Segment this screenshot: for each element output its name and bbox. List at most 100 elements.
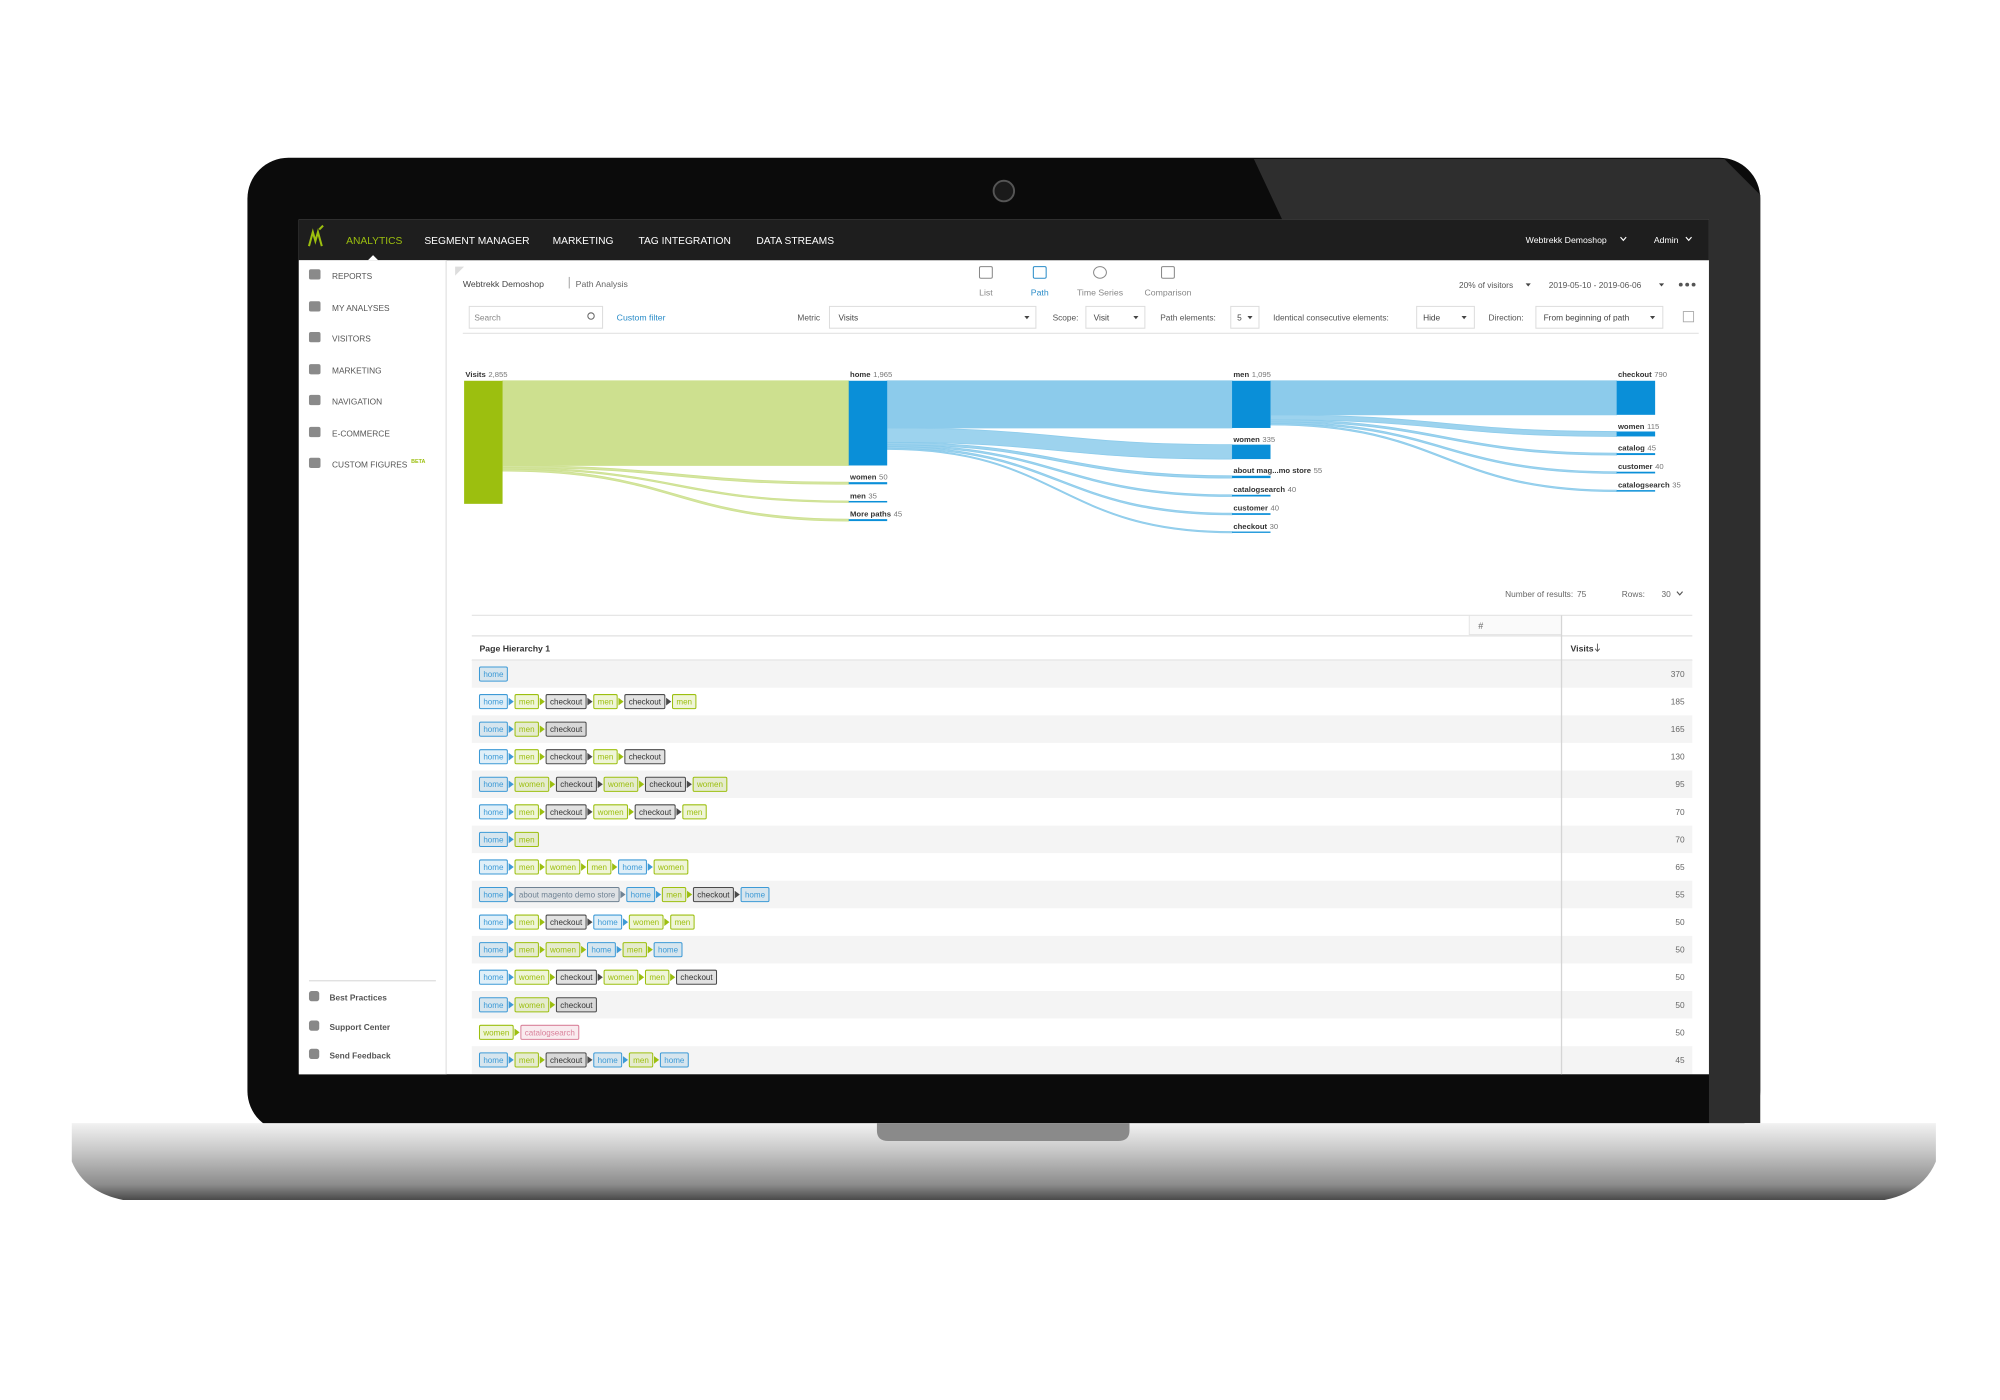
path-tag (618, 859, 647, 875)
path-tag (593, 914, 623, 930)
path-arrow (687, 890, 693, 899)
path-tag-label: women (657, 863, 684, 872)
sankey-node[interactable] (1232, 380, 1271, 428)
path-tag (593, 694, 618, 710)
path-tag (545, 694, 587, 710)
visits-cell: 95 (1675, 779, 1685, 789)
path-arrow (734, 890, 740, 899)
path-tag-label: home (483, 1056, 504, 1065)
path-tag (692, 886, 734, 903)
sankey-node[interactable] (848, 380, 888, 466)
sankey-subnode[interactable] (848, 519, 888, 522)
visits-cell: 65 (1675, 862, 1685, 872)
dropdown-arrow (1024, 316, 1030, 320)
path-arrow (539, 697, 545, 706)
path-arrow (622, 1056, 629, 1064)
sidebar-item[interactable]: REPORTS (332, 271, 373, 281)
visits-cell: 50 (1675, 917, 1685, 927)
metric-select[interactable]: Visits (838, 313, 858, 323)
sidebar-item[interactable]: VISITORS (332, 334, 371, 344)
sidebar-footer-item[interactable]: Best Practices (329, 993, 387, 1003)
path-tag (624, 749, 666, 765)
view-tab[interactable]: List (979, 288, 993, 298)
path-tag (514, 1052, 539, 1068)
node-value: 45 (894, 510, 903, 519)
view-tab[interactable]: Comparison (1144, 288, 1191, 298)
path-tag-label: men (666, 890, 682, 899)
path-tag-label: men (519, 698, 535, 707)
sankey-subnode[interactable] (1616, 431, 1656, 437)
sankey-node[interactable] (464, 380, 503, 504)
direction-select[interactable]: From beginning of path (1544, 313, 1630, 323)
sankey-subnode[interactable] (1232, 494, 1271, 497)
nav-item[interactable]: SEGMENT MANAGER (424, 236, 529, 247)
sankey-node[interactable] (1616, 380, 1656, 415)
custom-filter-link[interactable]: Custom filter (617, 313, 666, 323)
identical-select[interactable]: Hide (1423, 313, 1440, 323)
visits-cell: 370 (1671, 669, 1685, 679)
nav-item[interactable]: TAG INTEGRATION (638, 236, 730, 247)
path-tag (514, 694, 539, 710)
sankey-subnode[interactable] (1232, 475, 1271, 479)
sankey-subnode[interactable] (1232, 513, 1271, 515)
path-elements-select[interactable]: 5 (1237, 313, 1242, 323)
path-tag-label: women (549, 863, 576, 872)
nav-item[interactable]: DATA STREAMS (756, 236, 834, 247)
path-tag (644, 776, 686, 792)
node-value: 40 (1288, 485, 1297, 494)
view-tab[interactable]: Path (1031, 288, 1049, 298)
sidebar-item[interactable]: MY ANALYSES (332, 303, 390, 313)
search-input[interactable]: Search (474, 313, 501, 323)
path-tag (478, 831, 508, 847)
nav-item[interactable]: MARKETING (553, 236, 614, 247)
path-tag (478, 886, 508, 903)
path-arrow (581, 863, 587, 871)
scope-select[interactable]: Visit (1094, 313, 1110, 323)
date-select[interactable]: 2019-05-10 - 2019-06-06 (1549, 280, 1642, 290)
node-value: 2,855 (488, 370, 507, 379)
sidebar-footer-item[interactable]: Support Center (329, 1022, 390, 1032)
path-tag (514, 831, 539, 847)
table-tool[interactable]: # (1478, 621, 1483, 631)
path-tag-label: women (482, 1028, 509, 1037)
breadcrumb: Path Analysis (576, 279, 629, 289)
path-tag (634, 804, 676, 820)
dropdown-arrow (1658, 283, 1665, 287)
path-tag-label: checkout (629, 753, 662, 762)
sankey-subnode[interactable] (1616, 453, 1656, 456)
view-tab[interactable]: Time Series (1077, 288, 1124, 298)
path-arrow (508, 973, 514, 982)
sidebar-item[interactable]: E-COMMERCE (332, 429, 390, 439)
table-row (471, 742, 1693, 771)
sidebar-footer-item[interactable]: Send Feedback (329, 1050, 390, 1060)
rows-select[interactable]: 30 (1662, 589, 1672, 599)
sankey-subnode[interactable] (1232, 531, 1271, 533)
user-menu[interactable]: Admin (1654, 235, 1679, 245)
input-box (1085, 305, 1146, 329)
beta-badge: BETA (411, 459, 425, 465)
path-tag (478, 694, 508, 710)
sankey-flow (1270, 380, 1618, 416)
node-value: 1,965 (873, 370, 892, 379)
account-menu[interactable]: Webtrekk Demoshop (1526, 235, 1607, 245)
path-tag-label: home (622, 863, 643, 872)
path-tag (514, 721, 539, 737)
sidebar-item[interactable]: NAVIGATION (332, 396, 382, 406)
path-tag-label: checkout (560, 1001, 593, 1010)
path-tag-label: home (658, 946, 679, 955)
visits-cell: 165 (1671, 724, 1685, 734)
path-tag-label: home (631, 890, 652, 899)
sankey-subnode[interactable] (848, 500, 888, 503)
sankey-subnode[interactable] (1232, 444, 1271, 460)
sankey-subnode[interactable] (848, 482, 888, 485)
nav-item[interactable]: ANALYTICS (346, 236, 402, 247)
sankey-subnode[interactable] (1616, 471, 1656, 474)
sankey-subnode[interactable] (1616, 490, 1656, 492)
path-tag (555, 969, 597, 985)
path-tag (586, 942, 616, 958)
path-tag (514, 886, 620, 903)
sidebar-item[interactable]: CUSTOM FIGURES (332, 459, 408, 469)
sidebar-item[interactable]: MARKETING (332, 366, 382, 376)
column-header[interactable]: Visits (1571, 643, 1594, 653)
sample-select[interactable]: 20% of visitors (1459, 280, 1513, 290)
